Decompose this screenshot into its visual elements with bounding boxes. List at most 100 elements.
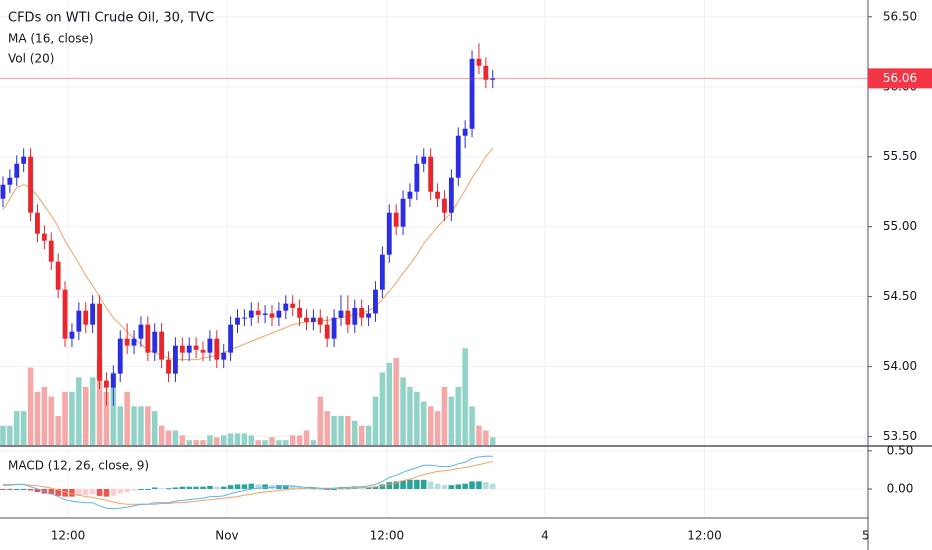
volume-bar [420, 401, 427, 445]
histogram-bar [0, 488, 6, 490]
candle-body [200, 349, 206, 353]
histogram-bar [296, 486, 303, 489]
candle-body [28, 156, 33, 213]
histogram-bar [372, 486, 379, 489]
y-tick-label: 54.50 [883, 289, 917, 303]
candle-body [83, 310, 89, 325]
volume-bar [358, 425, 365, 445]
histogram-bar [124, 488, 130, 493]
histogram-bar [414, 479, 420, 489]
volume-bar [158, 425, 165, 445]
candle-body [297, 307, 303, 318]
candle-body [14, 163, 20, 178]
volume-bar [207, 435, 213, 445]
histogram-bar [331, 488, 337, 490]
histogram-bar [455, 484, 462, 489]
candle-body [414, 163, 420, 192]
histogram-bar [69, 488, 75, 497]
histogram-bar [96, 488, 103, 496]
volume-bar [179, 435, 186, 445]
volume-bar [0, 425, 6, 445]
candle-body [7, 177, 13, 185]
volume-bar [138, 406, 144, 445]
volume-bar [414, 391, 420, 445]
candle-body [21, 156, 27, 164]
volume-bar [117, 406, 123, 445]
volume-bar [96, 357, 103, 445]
histogram-bar [14, 488, 20, 490]
volume-bar [89, 377, 96, 445]
histogram-bar [289, 485, 296, 489]
volume-bar [262, 440, 268, 445]
candle-body [304, 317, 309, 322]
candle-body [400, 198, 406, 227]
histogram-bar [303, 488, 310, 490]
candle-body [421, 156, 427, 164]
candle-body [0, 184, 6, 199]
volume-bar [393, 357, 399, 445]
histogram-bar [248, 483, 255, 489]
volume-bar [193, 440, 199, 445]
candle-body [152, 331, 158, 353]
volume-bar [386, 362, 393, 445]
volume-bar [489, 437, 496, 445]
candle-body [62, 289, 68, 339]
volume-bar [255, 440, 261, 445]
last-price-label: 56.06 [883, 71, 917, 85]
volume-bar [476, 425, 482, 445]
histogram-bar [110, 488, 117, 496]
candle-body [97, 303, 102, 381]
x-tick-label: Nov [215, 529, 238, 543]
histogram-bar [193, 486, 199, 489]
candle-body [228, 324, 234, 353]
volume-bar [296, 435, 303, 445]
candle-body [435, 191, 440, 199]
volume-bar [220, 435, 227, 445]
candle-body [366, 313, 371, 318]
x-tick-label: 12:00 [687, 529, 722, 543]
volume-bar [214, 437, 220, 445]
volume-bar [241, 433, 248, 445]
candle-body [462, 128, 468, 136]
volume-bar [248, 435, 255, 445]
candle-body [48, 240, 54, 262]
histogram-bar [55, 488, 61, 496]
volume-bar [227, 433, 234, 445]
volume-bar [345, 415, 351, 445]
volume-bar [7, 425, 13, 445]
candle-body [214, 338, 220, 360]
y-tick-label: 55.50 [883, 149, 917, 163]
histogram-bar [393, 481, 399, 489]
volume-bar [48, 396, 55, 445]
volume-bar [455, 386, 462, 445]
candle-body [110, 373, 116, 388]
histogram-bar [220, 486, 227, 489]
histogram-bar [227, 485, 234, 489]
x-tick-label: 12:00 [370, 529, 405, 543]
histogram-bar [138, 488, 144, 490]
y-tick-label: 0.00 [887, 481, 914, 495]
histogram-bar [338, 488, 344, 490]
candle-body [442, 198, 447, 213]
candle-body [104, 380, 109, 388]
indicator-label: Vol (20) [8, 52, 54, 66]
histogram-bar [186, 486, 192, 489]
candle-body [338, 310, 344, 318]
volume-bar [338, 415, 344, 445]
candle-body [379, 254, 385, 290]
candle-body [131, 338, 137, 346]
y-tick-label: 53.50 [883, 429, 917, 443]
histogram-bar [207, 485, 213, 489]
histogram-bar [172, 487, 179, 489]
macd-line [3, 455, 493, 510]
candle-body [483, 65, 489, 80]
candle-body [359, 307, 365, 318]
histogram-bar [151, 487, 158, 489]
volume-bar [200, 440, 206, 445]
y-tick-label: 54.00 [883, 359, 917, 373]
candle-body [345, 310, 351, 325]
candle-body [386, 212, 392, 255]
x-tick-label: 4 [541, 529, 549, 543]
candle-body [145, 324, 151, 353]
